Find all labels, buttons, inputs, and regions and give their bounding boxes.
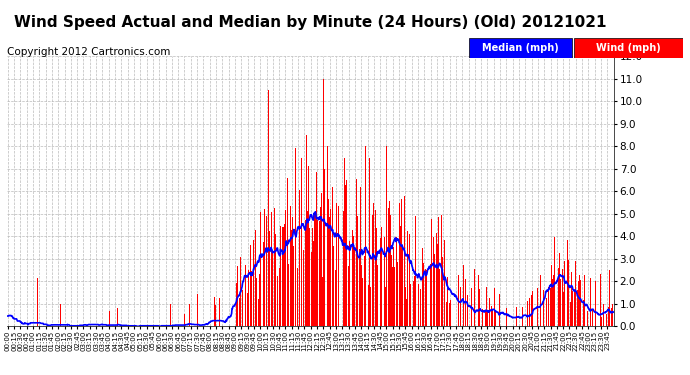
- FancyBboxPatch shape: [469, 38, 572, 58]
- Text: Median (mph): Median (mph): [482, 43, 559, 53]
- Text: Wind Speed Actual and Median by Minute (24 Hours) (Old) 20121021: Wind Speed Actual and Median by Minute (…: [14, 15, 607, 30]
- Text: Wind (mph): Wind (mph): [596, 43, 661, 53]
- Text: Copyright 2012 Cartronics.com: Copyright 2012 Cartronics.com: [7, 47, 170, 57]
- FancyBboxPatch shape: [574, 38, 683, 58]
